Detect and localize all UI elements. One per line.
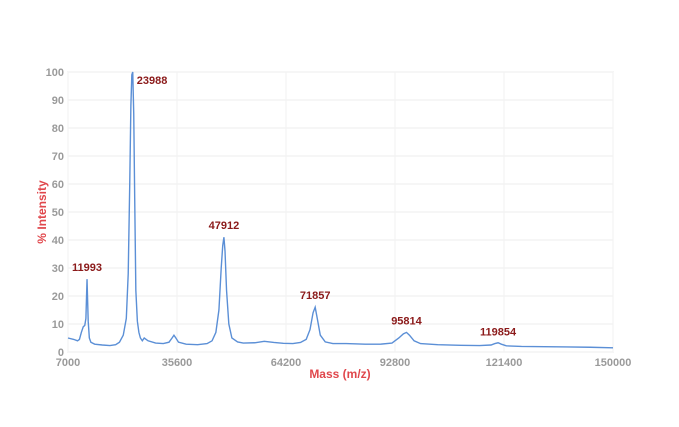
x-tick-label: 150000: [595, 357, 632, 369]
y-tick-label: 100: [46, 67, 64, 79]
gridlines: [67, 71, 614, 353]
spectrum-line: [67, 71, 614, 349]
peak-label: 47912: [209, 220, 240, 232]
y-tick-label: 90: [52, 95, 64, 107]
y-tick-label: 70: [52, 151, 64, 163]
x-tick-label: 35600: [162, 357, 193, 369]
peak-label: 11993: [72, 262, 102, 274]
y-tick-label: 80: [52, 123, 64, 135]
y-tick-label: 0: [58, 347, 64, 359]
y-tick-label: 20: [52, 291, 64, 303]
y-tick-label: 10: [52, 319, 64, 331]
x-tick-label: 92800: [380, 357, 411, 369]
x-tick-label: 64200: [271, 357, 302, 369]
peak-label: 119854: [480, 327, 517, 339]
peak-labels: 11993 23988 47912 71857 95814 119854: [72, 75, 517, 339]
peak-label: 95814: [391, 315, 422, 327]
y-tick-label: 40: [52, 235, 64, 247]
x-tick-label: 7000: [56, 357, 80, 369]
x-tick-label: 121400: [486, 357, 523, 369]
y-tick-label: 60: [52, 179, 64, 191]
y-tick-label: 50: [52, 207, 64, 219]
x-axis-title: Mass (m/z): [309, 367, 370, 381]
x-tick-labels: 7000 35600 64200 92800 121400 150000: [56, 357, 632, 369]
y-tick-label: 30: [52, 263, 64, 275]
peak-label: 71857: [300, 290, 331, 302]
y-axis-title: % Intensity: [35, 180, 49, 244]
y-tick-labels: 0 10 20 30 40 50 60 70 80 90 100: [46, 67, 64, 359]
peak-label: 23988: [137, 75, 168, 87]
